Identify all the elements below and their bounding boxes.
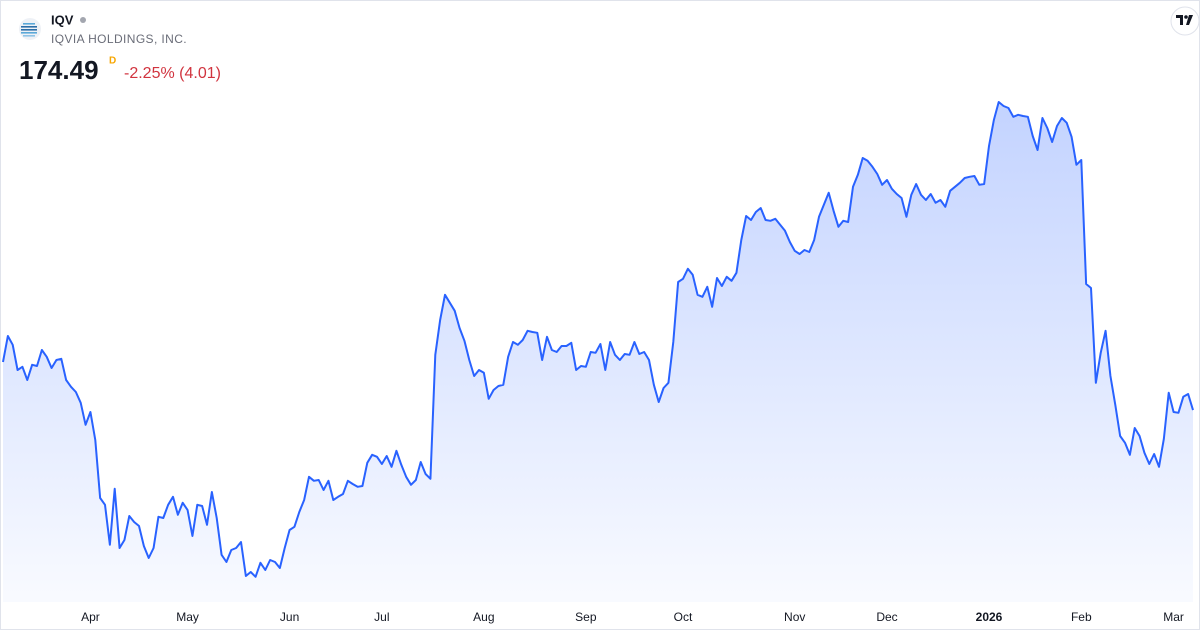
x-tick-label: Sep	[575, 610, 597, 624]
price-line	[2, 101, 1194, 578]
x-tick-label: Jul	[374, 610, 389, 624]
price-change: -2.25% (4.01)	[124, 65, 221, 82]
interval-badge: D	[109, 56, 116, 67]
market-status-dot	[80, 17, 86, 23]
x-tick-label: Mar	[1163, 610, 1184, 624]
tradingview-logo[interactable]	[1170, 6, 1200, 36]
x-tick-label: Feb	[1071, 610, 1092, 624]
x-tick-label: Dec	[876, 610, 897, 624]
company-logo	[19, 18, 41, 40]
x-tick-label: May	[176, 610, 199, 624]
x-tick-label: Oct	[674, 610, 693, 624]
company-name: IQVIA HOLDINGS, INC.	[51, 32, 187, 46]
x-tick-label: Nov	[784, 610, 805, 624]
plot-area	[2, 101, 1194, 602]
x-tick-label: Apr	[81, 610, 100, 624]
x-tick-label: 2026	[976, 610, 1003, 624]
last-price: 174.49	[19, 55, 99, 85]
ticker: IQV	[51, 12, 74, 27]
area-fill	[3, 102, 1193, 602]
x-tick-label: Aug	[473, 610, 494, 624]
x-tick-label: Jun	[280, 610, 299, 624]
